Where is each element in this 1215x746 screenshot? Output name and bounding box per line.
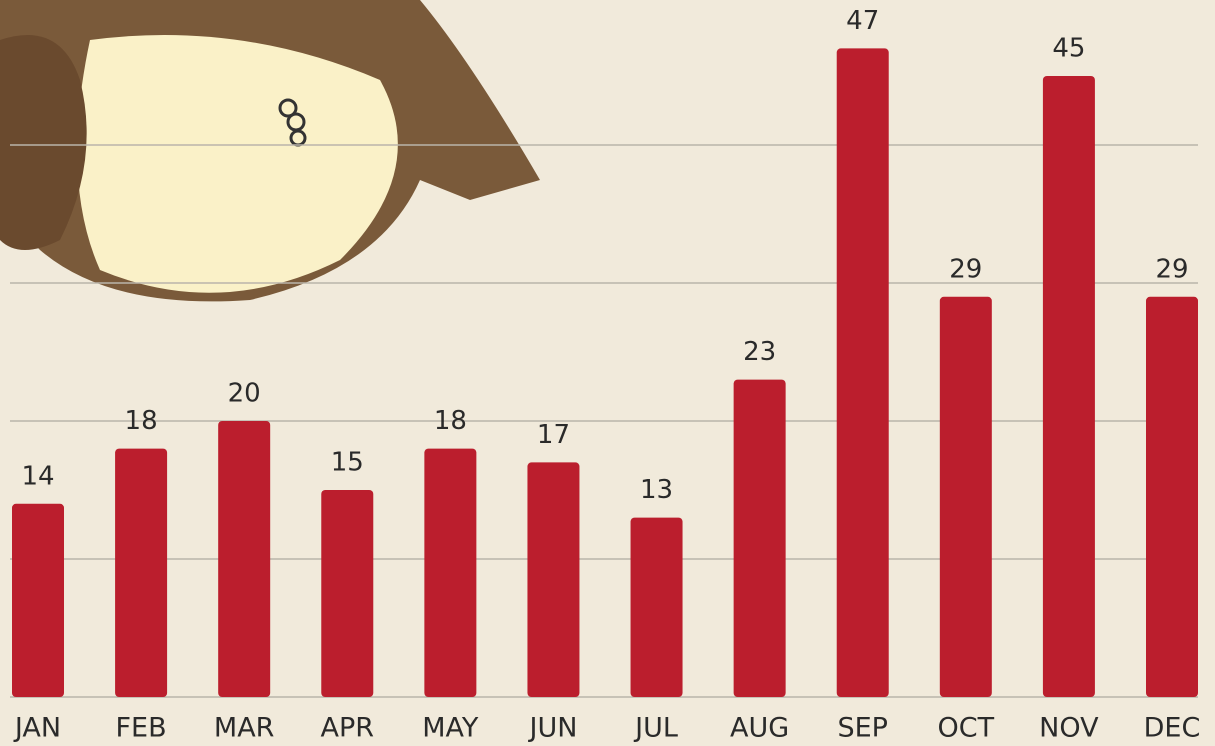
bar bbox=[12, 503, 64, 697]
value-label: 23 bbox=[743, 337, 776, 367]
bar bbox=[218, 421, 271, 697]
bar bbox=[424, 448, 477, 697]
x-tick-label: OCT bbox=[938, 713, 995, 744]
bar bbox=[939, 296, 992, 697]
x-tick-label: FEB bbox=[116, 713, 167, 744]
bar bbox=[115, 448, 168, 697]
x-tick-label: APR bbox=[321, 713, 375, 744]
bar bbox=[733, 379, 786, 697]
value-label: 17 bbox=[537, 420, 570, 450]
value-label: 18 bbox=[434, 406, 467, 436]
x-tick-label: JUN bbox=[527, 713, 577, 744]
x-tick-label: SEP bbox=[837, 713, 887, 744]
bar bbox=[1042, 76, 1095, 697]
bar bbox=[1146, 296, 1198, 697]
grid bbox=[10, 144, 1198, 698]
value-label: 45 bbox=[1052, 34, 1085, 64]
value-label: 13 bbox=[640, 475, 673, 505]
x-tick-label: DEC bbox=[1144, 713, 1201, 744]
value-label: 29 bbox=[949, 254, 982, 284]
x-tick-label: MAR bbox=[214, 713, 275, 744]
bar bbox=[527, 462, 580, 697]
x-tick-label: AUG bbox=[730, 713, 789, 744]
value-label: 14 bbox=[21, 461, 54, 491]
value-label: 18 bbox=[125, 406, 158, 436]
value-label: 47 bbox=[846, 6, 879, 36]
value-label: 15 bbox=[331, 448, 364, 478]
value-label: 29 bbox=[1155, 254, 1188, 284]
bar bbox=[836, 48, 889, 697]
x-tick-label: JAN bbox=[13, 713, 61, 744]
x-tick-label: NOV bbox=[1039, 713, 1099, 744]
bar bbox=[321, 490, 374, 697]
x-tick-label: JUL bbox=[633, 713, 678, 744]
value-label: 20 bbox=[228, 379, 261, 409]
bars: 14 JAN 18 FEB 20 MAR 15 APR 18 MAY 17 JUN 13 JUL 23 AUG… bbox=[12, 6, 1200, 744]
x-tick-label: MAY bbox=[422, 713, 479, 744]
bar bbox=[630, 517, 683, 697]
owl-illustration bbox=[0, 0, 540, 302]
